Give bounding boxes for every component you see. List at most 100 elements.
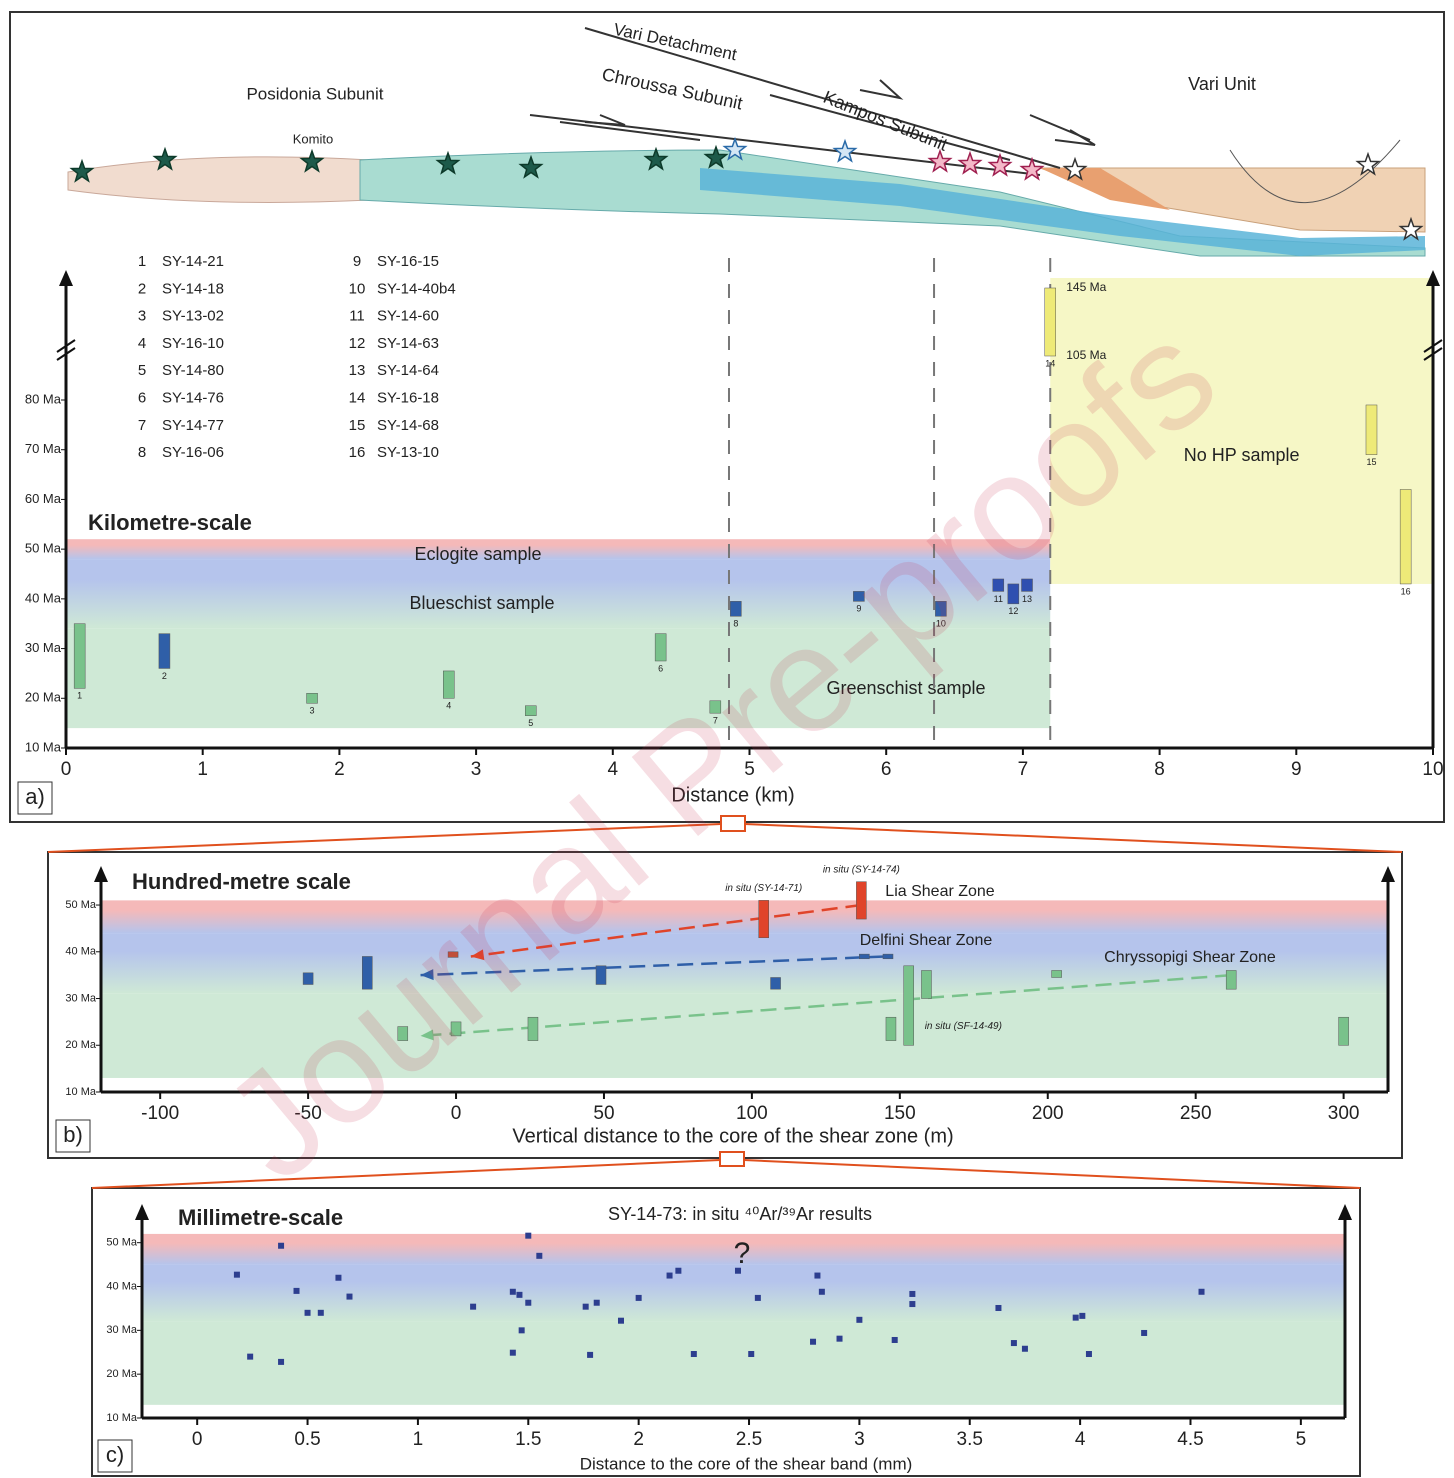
age-range-bar	[654, 633, 667, 662]
data-point	[675, 1267, 682, 1274]
data-point	[278, 1242, 285, 1249]
sample-number: 5	[138, 362, 146, 379]
data-point	[1079, 1312, 1086, 1319]
sample-name: SY-16-10	[162, 335, 224, 352]
shear-zone-label: Chryssopigi Shear Zone	[1104, 949, 1276, 966]
sample-number: 13	[349, 362, 366, 379]
age-range-bar	[770, 977, 781, 990]
y-tick-label: 40 Ma	[65, 946, 96, 958]
in-situ-label: in situ (SY-14-71)	[725, 883, 802, 894]
sample-star	[1062, 156, 1088, 181]
axis-arrow	[1338, 1204, 1352, 1220]
age-range-bar	[525, 705, 537, 716]
age-range-bar	[302, 972, 314, 985]
age-range-bar	[709, 700, 722, 714]
panel-label-box	[55, 1119, 91, 1153]
x-tick-label: 2	[633, 1429, 644, 1450]
sample-number: 14	[349, 389, 366, 406]
sample-name: SY-14-63	[377, 335, 439, 352]
data-point	[836, 1335, 843, 1342]
age-range-bar	[158, 633, 171, 669]
sample-name: SY-14-68	[377, 417, 439, 434]
sample-number: 11	[349, 308, 365, 325]
sample-star	[518, 154, 544, 179]
value-label: 145 Ma	[1066, 280, 1106, 294]
section-label: Vari Unit	[1188, 74, 1256, 94]
data-point	[304, 1309, 311, 1316]
age-range-bar	[447, 951, 459, 958]
axis-break	[56, 339, 76, 353]
sample-number: 6	[138, 389, 146, 406]
data-point	[233, 1271, 240, 1278]
x-tick-label: 2.5	[736, 1429, 762, 1450]
data-point	[587, 1351, 594, 1358]
y-tick-label: 50 Ma	[25, 541, 62, 556]
x-tick-label: 250	[1180, 1103, 1212, 1124]
sample-star	[703, 144, 729, 169]
data-point	[278, 1358, 285, 1365]
y-tick-label: 70 Ma	[25, 441, 62, 456]
data-point	[335, 1274, 342, 1281]
section-label: Kampos Subunit	[820, 87, 950, 155]
shear-zone-label: Lia Shear Zone	[885, 883, 995, 900]
x-tick-label: 1.5	[515, 1429, 541, 1450]
cross-section	[67, 27, 1426, 257]
sample-number: 1	[138, 253, 146, 270]
bar-label: 8	[733, 619, 738, 629]
age-band	[66, 559, 1051, 629]
bar-label: 11	[994, 594, 1003, 604]
age-band	[66, 539, 1051, 560]
sample-name: SY-14-77	[162, 417, 224, 434]
age-range-bar	[362, 956, 373, 990]
data-point	[666, 1272, 673, 1279]
x-tick-label: 0	[192, 1429, 203, 1450]
panel-title: Hundred-metre scale	[132, 869, 351, 894]
data-point	[593, 1299, 600, 1306]
bar-label: 13	[1022, 594, 1032, 604]
subtitle: SY-14-73: in situ ⁴⁰Ar/³⁹Ar results	[608, 1204, 872, 1224]
data-point	[525, 1232, 532, 1239]
y-tick-label: 20 Ma	[65, 1039, 96, 1051]
data-point	[810, 1338, 817, 1345]
bar-label: 3	[310, 706, 315, 716]
sample-star	[1019, 156, 1045, 181]
y-tick-label: 60 Ma	[25, 491, 62, 506]
bar-label: 15	[1366, 457, 1376, 467]
band-label: Greenschist sample	[826, 678, 985, 698]
shear-arrow	[470, 903, 862, 958]
y-tick-label: 10 Ma	[25, 739, 62, 754]
age-range-bar	[443, 670, 455, 699]
axis-arrow	[59, 270, 73, 286]
y-tick-label: 20 Ma	[106, 1368, 137, 1380]
age-range-bar	[859, 953, 870, 960]
data-point	[909, 1301, 916, 1308]
sample-star	[299, 148, 325, 173]
data-point	[995, 1304, 1002, 1311]
sample-number: 7	[138, 417, 146, 434]
x-tick-label: 4.5	[1177, 1429, 1203, 1450]
x-tick-label: -100	[141, 1103, 179, 1124]
x-tick-label: 7	[1018, 759, 1029, 780]
data-point	[470, 1303, 477, 1310]
sample-name: SY-14-60	[377, 308, 439, 325]
age-band	[101, 933, 1388, 994]
data-point	[1198, 1288, 1205, 1295]
x-tick-label: 1	[413, 1429, 424, 1450]
axis-break	[1423, 339, 1443, 353]
y-tick-label: 10 Ma	[106, 1412, 137, 1424]
x-tick-label: 3.5	[957, 1429, 983, 1450]
sample-number: 12	[349, 335, 366, 352]
sample-name: SY-14-64	[377, 362, 439, 379]
panel-title: Kilometre-scale	[88, 510, 252, 535]
sample-number: 15	[349, 417, 366, 434]
data-point	[247, 1353, 254, 1360]
axis-arrow	[1426, 270, 1440, 286]
x-axis-title: Distance (km)	[671, 784, 794, 806]
panel-label-box	[17, 781, 53, 815]
data-point	[617, 1317, 624, 1324]
age-range-bar	[853, 591, 865, 602]
sample-name: SY-14-80	[162, 362, 224, 379]
y-tick-label: 30 Ma	[25, 640, 62, 655]
age-range-bar	[450, 1021, 462, 1037]
data-point	[1072, 1314, 1079, 1321]
